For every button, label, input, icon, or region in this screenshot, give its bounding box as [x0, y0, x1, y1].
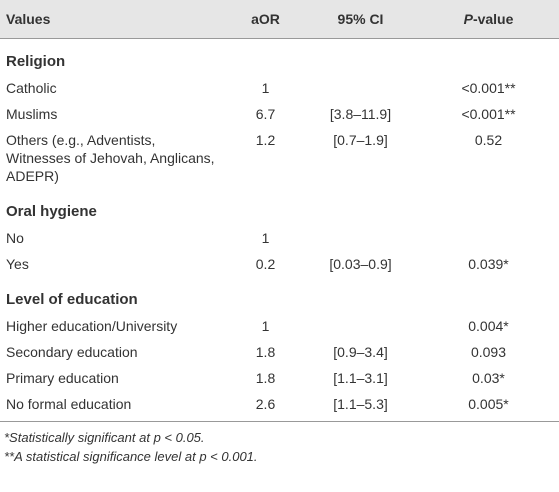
table-cell: <0.001** — [461, 106, 516, 122]
table-cell: [0.7–1.9] — [333, 132, 388, 148]
table-header: Values aOR 95% CI P-value — [0, 0, 559, 39]
table-cell: 1.2 — [255, 132, 276, 148]
footnote: *Statistically significant at p < 0.05. — [4, 430, 205, 445]
section-title: Religion — [6, 53, 66, 70]
table-cell: [0.9–3.4] — [333, 344, 388, 360]
footnote: **A statistical significance level at p … — [4, 449, 258, 464]
data-row: Others (e.g., Adventists, Witnesses of J… — [0, 127, 559, 189]
data-row: Yes 0.2 [0.03–0.9] 0.039* — [0, 251, 559, 277]
section-title: Level of education — [6, 291, 138, 308]
data-row: Catholic 1 <0.001** — [0, 75, 559, 101]
table-cell: [1.1–3.1] — [333, 370, 388, 386]
table-cell: 6.7 — [255, 106, 276, 122]
table-cell: 2.6 — [228, 391, 303, 422]
table-cell: 1 — [261, 230, 270, 246]
data-row: Secondary education 1.8 [0.9–3.4] 0.093 — [0, 339, 559, 365]
data-row: No formal education 2.6 [1.1–5.3] 0.005* — [0, 391, 559, 422]
header-cell: aOR — [228, 0, 303, 39]
header-cell: P-value — [418, 0, 559, 39]
table-cell: No — [6, 230, 24, 246]
data-row: Higher education/University 1 0.004* — [0, 313, 559, 339]
table-body: Religion Catholic 1 <0.001** Muslims 6.7 [3.8–… — [0, 39, 559, 422]
header-cell: 95% CI — [303, 0, 418, 39]
table-cell: <0.001** — [461, 80, 516, 96]
data-table: Values aOR 95% CI P-value Religion Catholic 1… — [0, 0, 559, 422]
table-cell: 0.52 — [474, 132, 503, 148]
empty-cell — [303, 75, 418, 101]
table-cell: [1.1–5.3] — [303, 391, 418, 422]
table-cell: 1 — [261, 318, 270, 334]
data-row: No 1 — [0, 225, 559, 251]
table-cell: 0.004* — [468, 318, 509, 334]
table-cell: 0.093 — [470, 344, 507, 360]
data-row: Muslims 6.7 [3.8–11.9] <0.001** — [0, 101, 559, 127]
table-cell: Higher education/University — [6, 318, 178, 334]
table-cell: 0.03* — [472, 370, 505, 386]
table-cell: Muslims — [6, 106, 58, 122]
table-cell: 1 — [261, 80, 270, 96]
header-cell: Values — [0, 0, 228, 39]
table-cell: Others (e.g., Adventists, Witnesses of J… — [6, 132, 215, 184]
section-row: Oral hygiene — [0, 189, 559, 225]
section-title: Oral hygiene — [6, 203, 97, 220]
empty-cell — [418, 225, 559, 251]
table-cell: 0.005* — [418, 391, 559, 422]
section-row: Level of education — [0, 277, 559, 313]
table-cell: 0.2 — [255, 256, 276, 272]
table-cell: 0.039* — [468, 256, 509, 272]
table-cell: 1.8 — [255, 344, 276, 360]
data-row: Primary education 1.8 [1.1–3.1] 0.03* — [0, 365, 559, 391]
empty-cell — [303, 225, 418, 251]
footnotes: *Statistically significant at p < 0.05. *… — [0, 422, 559, 466]
table-cell: No formal education — [0, 391, 228, 422]
empty-cell — [303, 313, 418, 339]
section-row: Religion — [0, 39, 559, 76]
table-cell: Catholic — [6, 80, 57, 96]
table-cell: Primary education — [6, 370, 119, 386]
table-cell: [3.8–11.9] — [329, 106, 392, 122]
header-row: Values aOR 95% CI P-value — [0, 0, 559, 39]
table-cell: 1.8 — [255, 370, 276, 386]
table-cell: [0.03–0.9] — [329, 256, 392, 272]
table-cell: Yes — [6, 256, 29, 272]
table-cell: Secondary education — [6, 344, 138, 360]
